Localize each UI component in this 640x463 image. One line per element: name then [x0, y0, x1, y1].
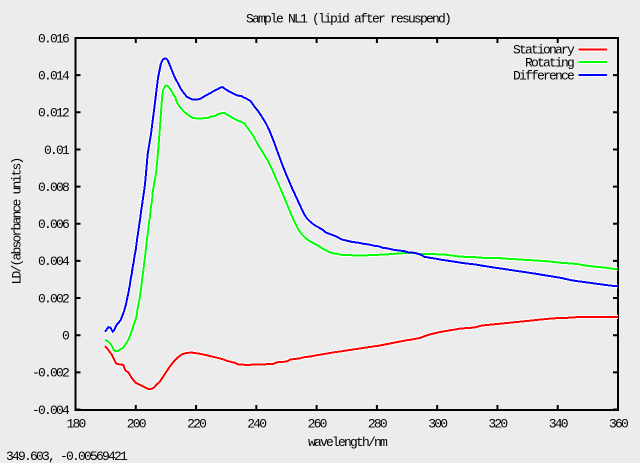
svg-text:wavelength/nm: wavelength/nm — [308, 435, 388, 450]
svg-text:Difference: Difference — [513, 69, 574, 84]
svg-text:220: 220 — [187, 417, 206, 432]
svg-text:0.006: 0.006 — [38, 217, 69, 232]
svg-text:0.01: 0.01 — [44, 143, 70, 158]
svg-text:-0.002: -0.002 — [32, 366, 69, 381]
svg-text:Rotating: Rotating — [525, 56, 574, 71]
svg-text:0.014: 0.014 — [38, 69, 70, 84]
svg-text:0.012: 0.012 — [38, 106, 69, 121]
svg-text:Stationary: Stationary — [513, 43, 575, 58]
svg-text:LD/(absorbance units): LD/(absorbance units) — [9, 158, 24, 284]
svg-text:-0.004: -0.004 — [32, 403, 70, 418]
svg-text:0.008: 0.008 — [38, 180, 69, 195]
svg-text:0: 0 — [62, 329, 69, 344]
svg-text:320: 320 — [488, 417, 507, 432]
svg-text:180: 180 — [66, 417, 85, 432]
svg-text:280: 280 — [368, 417, 387, 432]
svg-text:0.016: 0.016 — [38, 31, 69, 46]
svg-text:Sample NL1 (lipid after resusp: Sample NL1 (lipid after resuspend) — [246, 12, 450, 27]
svg-text:200: 200 — [127, 417, 146, 432]
svg-text:300: 300 — [428, 417, 447, 432]
svg-text:0.002: 0.002 — [38, 291, 69, 306]
svg-text:240: 240 — [247, 417, 266, 432]
svg-text:0.004: 0.004 — [38, 254, 70, 269]
svg-text:349.603, -0.00569421: 349.603, -0.00569421 — [6, 449, 128, 463]
svg-text:340: 340 — [549, 417, 568, 432]
svg-text:260: 260 — [308, 417, 327, 432]
svg-text:360: 360 — [609, 417, 628, 432]
